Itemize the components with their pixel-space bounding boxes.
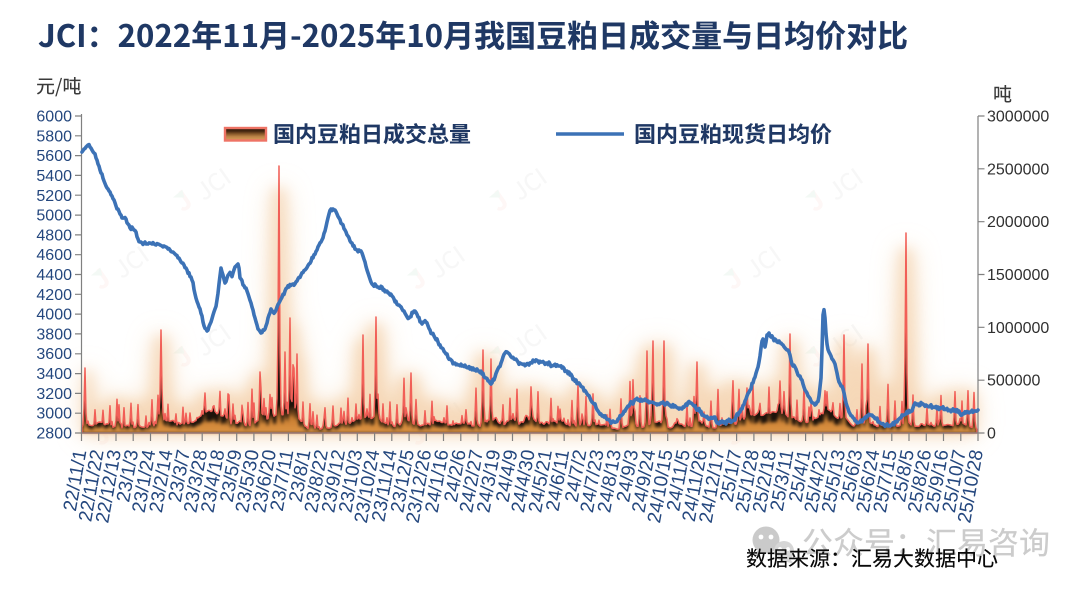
svg-text:5200: 5200: [36, 188, 72, 205]
svg-text:4800: 4800: [36, 227, 72, 244]
svg-text:4200: 4200: [36, 287, 72, 304]
svg-text:3400: 3400: [36, 366, 72, 383]
svg-text:3800: 3800: [36, 326, 72, 343]
svg-text:1500000: 1500000: [987, 267, 1049, 284]
svg-text:1000000: 1000000: [987, 320, 1049, 337]
svg-text:5000: 5000: [36, 208, 72, 225]
svg-text:2800: 2800: [36, 426, 72, 443]
svg-text:500000: 500000: [987, 373, 1040, 390]
svg-text:3600: 3600: [36, 346, 72, 363]
svg-text:4400: 4400: [36, 267, 72, 284]
svg-text:4600: 4600: [36, 247, 72, 264]
svg-text:3000: 3000: [36, 406, 72, 423]
svg-text:2000000: 2000000: [987, 214, 1049, 231]
svg-text:0: 0: [987, 426, 996, 443]
svg-text:3200: 3200: [36, 386, 72, 403]
svg-text:2500000: 2500000: [987, 161, 1049, 178]
svg-text:3000000: 3000000: [987, 109, 1049, 126]
svg-text:5800: 5800: [36, 128, 72, 145]
svg-text:4000: 4000: [36, 307, 72, 324]
svg-text:5600: 5600: [36, 148, 72, 165]
svg-text:5400: 5400: [36, 168, 72, 185]
svg-text:6000: 6000: [36, 109, 72, 126]
